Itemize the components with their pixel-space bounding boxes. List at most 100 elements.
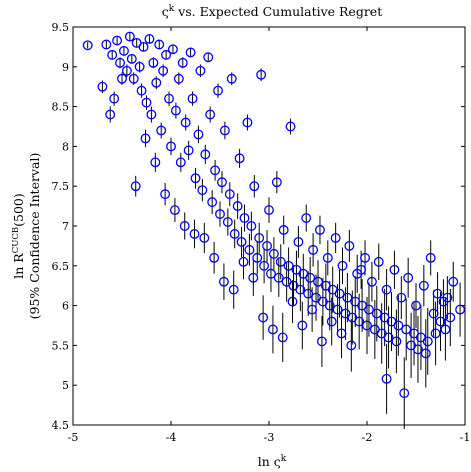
data-point bbox=[246, 221, 257, 231]
data-point bbox=[337, 260, 348, 271]
data-point bbox=[430, 328, 441, 339]
y-tick-label: 4.5 bbox=[52, 419, 70, 432]
y-tick-label: 8 bbox=[62, 140, 69, 153]
data-point bbox=[297, 320, 308, 331]
data-point bbox=[160, 189, 171, 200]
data-point bbox=[308, 244, 319, 255]
data-point bbox=[360, 252, 370, 263]
data-point bbox=[105, 109, 116, 120]
y-label-line1: ln RCUCB(500) bbox=[11, 193, 26, 279]
data-point bbox=[161, 49, 172, 60]
data-point bbox=[252, 252, 263, 263]
y-label-horizon: (500) bbox=[11, 193, 26, 227]
data-point bbox=[203, 52, 214, 63]
y-label-superscript: CUCB bbox=[11, 227, 21, 253]
y-label-symbol: R bbox=[11, 253, 26, 263]
data-point bbox=[396, 292, 407, 303]
data-point bbox=[126, 53, 137, 64]
data-point bbox=[128, 73, 139, 84]
data-point bbox=[389, 264, 400, 275]
data-point bbox=[275, 256, 286, 267]
title-superscript: k bbox=[169, 4, 175, 14]
data-point bbox=[440, 324, 451, 335]
data-point bbox=[264, 205, 274, 216]
data-point bbox=[185, 47, 196, 58]
data-point bbox=[413, 344, 423, 355]
data-point bbox=[168, 44, 178, 55]
data-point bbox=[366, 276, 377, 287]
data-point bbox=[101, 39, 112, 50]
data-point bbox=[242, 117, 253, 128]
data-point bbox=[445, 312, 456, 323]
y-axis: 4.5 5 5.5 6 6.5 7 7.5 8 8.5 9 9.5 bbox=[52, 21, 465, 432]
data-point bbox=[420, 348, 431, 359]
data-point bbox=[393, 320, 404, 331]
data-point bbox=[124, 31, 135, 42]
data-point bbox=[207, 197, 218, 208]
data-point bbox=[324, 300, 335, 311]
data-point bbox=[315, 225, 325, 235]
data-point bbox=[150, 157, 161, 168]
data-point bbox=[373, 256, 384, 267]
data-point bbox=[362, 320, 372, 331]
data-point bbox=[248, 272, 259, 283]
data-point bbox=[316, 336, 327, 347]
x-label-superscript: k bbox=[281, 454, 287, 464]
x-tick-label: -1 bbox=[460, 431, 471, 444]
data-point bbox=[193, 129, 204, 140]
data-point bbox=[154, 39, 165, 50]
data-point bbox=[425, 252, 436, 263]
data-point bbox=[199, 232, 210, 243]
data-point bbox=[422, 336, 433, 347]
data-point bbox=[119, 45, 129, 56]
data-point bbox=[219, 125, 230, 136]
data-point bbox=[146, 109, 157, 120]
data-point bbox=[391, 336, 402, 347]
data-point bbox=[236, 236, 247, 247]
y-tick-label: 7.5 bbox=[52, 180, 70, 193]
data-point bbox=[217, 177, 227, 188]
data-point bbox=[134, 61, 145, 72]
data-point bbox=[418, 280, 429, 291]
x-label-symbol: ς bbox=[274, 454, 281, 469]
data-point bbox=[121, 65, 132, 76]
chart-title: ςk vs. Expected Cumulative Regret bbox=[162, 4, 382, 19]
data-point bbox=[330, 232, 341, 243]
x-axis: -5 -4 -3 -2 -1 bbox=[68, 27, 471, 444]
y-tick-label: 5.5 bbox=[52, 339, 70, 352]
data-point bbox=[148, 57, 159, 68]
data-point bbox=[222, 217, 233, 227]
data-point bbox=[115, 57, 125, 68]
data-point bbox=[158, 65, 169, 76]
data-point bbox=[344, 240, 355, 251]
data-point bbox=[435, 316, 446, 327]
data-point bbox=[266, 268, 276, 279]
data-point bbox=[151, 77, 162, 88]
marker-layer bbox=[82, 31, 466, 399]
data-point bbox=[322, 252, 333, 263]
y-label-line2: (95% Confidence Interval) bbox=[27, 153, 42, 320]
data-point bbox=[144, 33, 155, 44]
plot-frame bbox=[72, 26, 466, 426]
data-point bbox=[239, 213, 250, 223]
data-point bbox=[107, 49, 118, 60]
x-tick-label: -3 bbox=[264, 431, 275, 444]
data-point bbox=[258, 312, 269, 323]
data-point bbox=[267, 324, 278, 335]
data-point bbox=[170, 105, 181, 116]
y-tick-label: 9.5 bbox=[52, 21, 70, 34]
y-label-ln: ln bbox=[11, 263, 26, 279]
data-point bbox=[381, 373, 392, 384]
data-point bbox=[200, 149, 211, 160]
data-point bbox=[403, 272, 414, 283]
data-point bbox=[262, 240, 272, 251]
data-point bbox=[190, 173, 201, 184]
data-point bbox=[346, 340, 357, 351]
data-point bbox=[224, 189, 235, 200]
data-point bbox=[381, 284, 392, 295]
data-point bbox=[342, 292, 353, 303]
data-point bbox=[166, 141, 176, 152]
data-point bbox=[232, 201, 243, 212]
data-point bbox=[213, 85, 223, 96]
